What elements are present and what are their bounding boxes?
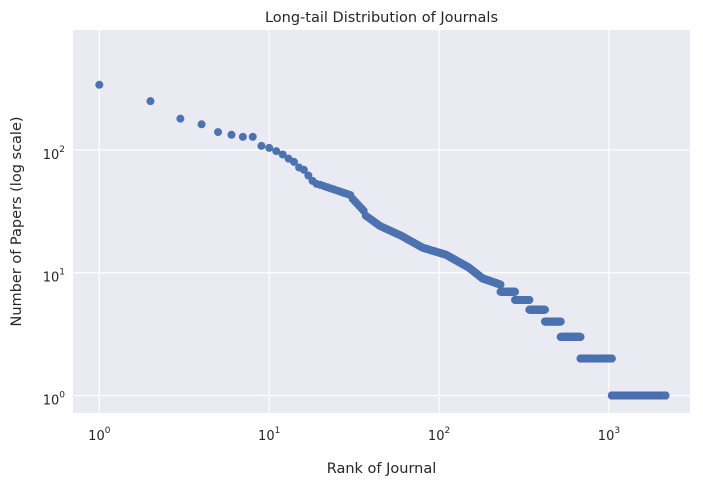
y-tick-labels: 100 101 102 — [43, 145, 66, 408]
data-point — [576, 332, 585, 341]
data-point — [176, 114, 185, 123]
data-points — [95, 80, 670, 400]
y-tick-label: 102 — [43, 145, 65, 163]
data-point — [95, 80, 104, 89]
data-point — [304, 171, 313, 180]
data-point — [265, 143, 274, 152]
data-point — [540, 305, 549, 314]
data-point — [214, 128, 223, 137]
data-point — [607, 354, 616, 363]
x-axis-label: Rank of Journal — [327, 461, 437, 477]
data-point — [197, 120, 206, 129]
y-axis-label: Number of Papers (log scale) — [9, 116, 25, 326]
grid — [73, 30, 690, 413]
data-point — [290, 157, 299, 166]
data-point — [556, 317, 565, 326]
data-point — [661, 391, 670, 400]
x-tick-labels: 100 101 102 103 — [88, 426, 620, 444]
data-point — [272, 147, 281, 156]
x-tick-label: 101 — [258, 426, 280, 444]
y-tick-label: 100 — [43, 390, 66, 408]
data-point — [146, 97, 155, 106]
data-point — [496, 280, 505, 289]
data-point — [511, 287, 520, 296]
data-point — [257, 141, 266, 150]
plot-area — [73, 30, 690, 413]
x-tick-label: 103 — [598, 426, 620, 444]
data-point — [248, 132, 257, 141]
data-point — [525, 295, 534, 304]
data-point — [299, 165, 308, 174]
chart-title: Long-tail Distribution of Journals — [265, 10, 498, 26]
data-point — [278, 150, 287, 159]
data-point — [227, 130, 236, 139]
y-tick-label: 101 — [43, 268, 65, 286]
x-tick-label: 100 — [88, 426, 111, 444]
x-tick-label: 102 — [428, 426, 450, 444]
data-point — [238, 132, 247, 141]
